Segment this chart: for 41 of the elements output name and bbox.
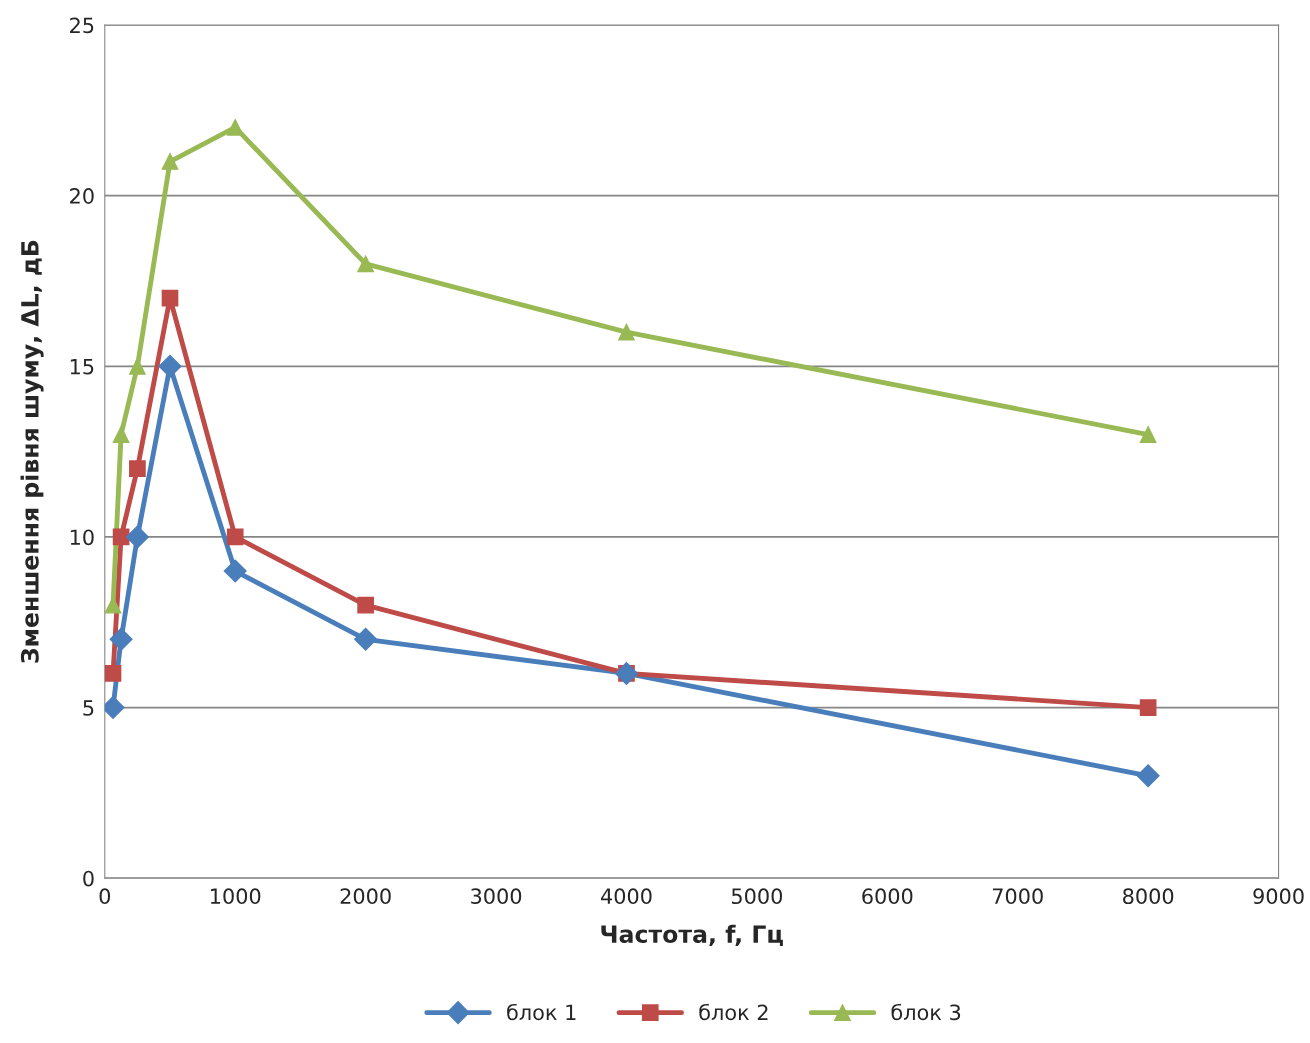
point [129,357,146,375]
x-tick-label: 6000 [862,888,913,905]
x-tick-label: 9000 [1253,888,1304,905]
point [1139,426,1157,443]
point [1136,764,1160,788]
x-tick-label: 0 [99,888,111,905]
point [112,426,130,443]
x-tick-label: 4000 [600,888,652,905]
y-tick-label: 5 [83,700,94,716]
x-tick-label: 1000 [211,888,261,905]
point [104,665,122,682]
x-tick-label: 7000 [992,888,1043,905]
x-tick-label: 5000 [731,888,783,905]
y-axis-title: Зменшення рівня шуму, ΔL, дБ [20,240,44,663]
x-tick-label: 3000 [471,888,522,905]
x-tick-label: 2000 [340,888,391,905]
x-tick-label: 8000 [1123,888,1174,905]
point [226,119,244,136]
point [158,354,182,378]
y-tick-label: 0 [83,870,94,887]
point [614,661,638,685]
y-tick-label: 25 [70,17,94,34]
point [161,289,179,307]
point [226,528,244,546]
point [354,627,378,651]
point [357,255,374,273]
point [1139,699,1157,716]
point [618,323,635,341]
y-tick-label: 10 [70,529,94,546]
y-tick-label: 15 [70,359,94,375]
point [125,525,149,549]
legend-label: блок 3 [891,1003,961,1021]
point [223,559,247,583]
y-tick-label: 20 [70,188,94,204]
legend-label: блок 2 [699,1003,768,1021]
point [129,460,146,478]
point [161,153,179,170]
point [357,596,374,614]
x-axis-title: Частота, f, Гц [601,924,783,947]
legend-label: блок 1 [507,1003,576,1021]
point [109,627,133,651]
